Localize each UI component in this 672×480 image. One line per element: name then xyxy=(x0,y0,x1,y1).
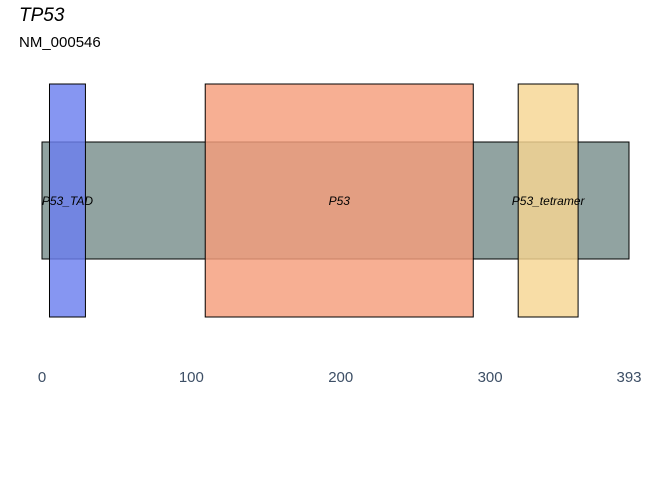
domain-p53 xyxy=(204,83,474,318)
domain-label: P53 xyxy=(329,194,351,208)
domain-p53-tetramer xyxy=(517,83,579,318)
x-tick-label: 0 xyxy=(38,369,46,386)
gene-title: TP53 xyxy=(19,5,65,26)
x-tick-label: 300 xyxy=(478,369,503,386)
x-tick-label: 393 xyxy=(616,369,641,386)
domain-label: P53_tetramer xyxy=(512,194,586,208)
domain-p53-tad xyxy=(48,83,86,318)
x-tick-label: 100 xyxy=(179,369,204,386)
transcript-id: NM_000546 xyxy=(19,34,101,51)
domain-label: P53_TAD xyxy=(42,194,93,208)
x-tick-label: 200 xyxy=(328,369,353,386)
